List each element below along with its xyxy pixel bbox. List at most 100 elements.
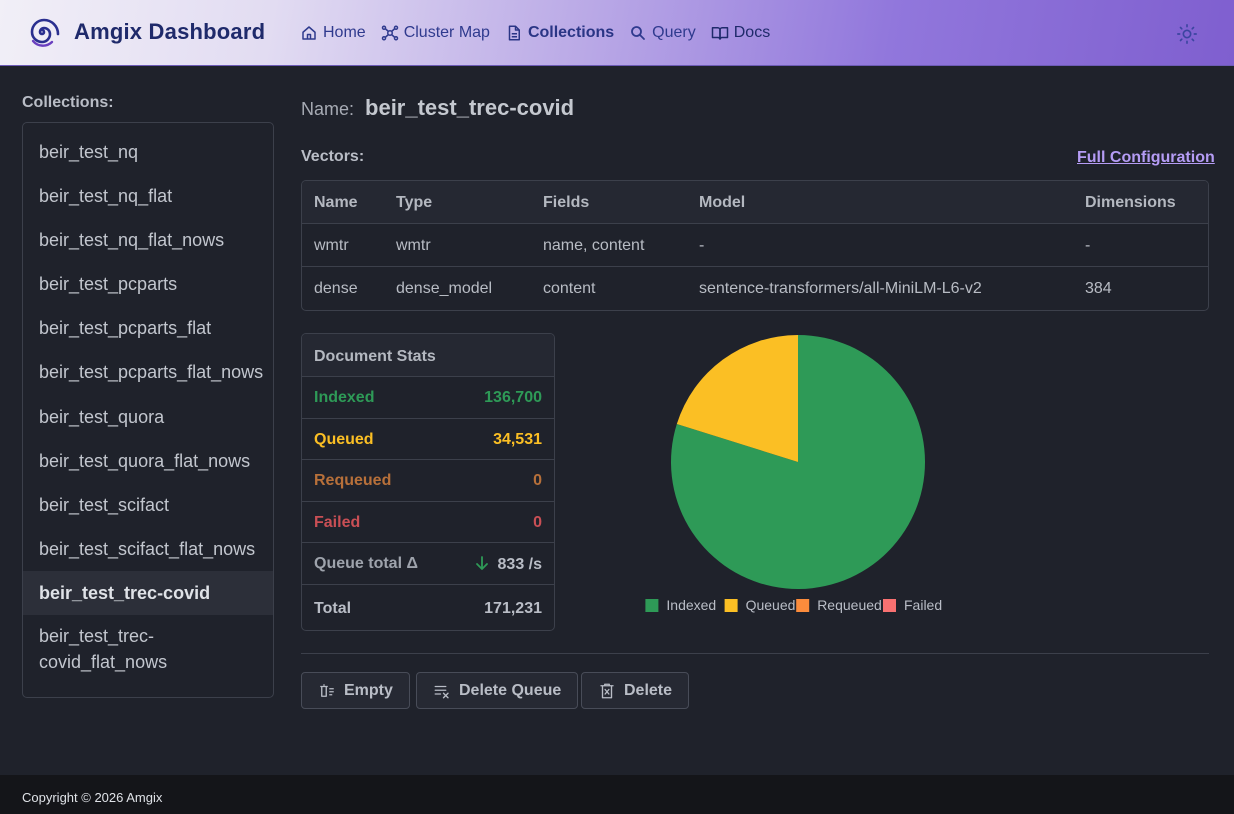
vectors-label: Vectors: [301,148,365,165]
spiral-logo-icon [30,18,60,47]
sidebar-item-beir-test-trec-covid-flat-nows[interactable]: beir_test_trec-covid_flat_nows [39,626,168,673]
table-header-row: Name Type Fields Model Dimensions [302,181,1208,224]
legend-item-indexed[interactable]: Indexed [645,597,716,613]
app-title: Amgix Dashboard [74,19,266,44]
collections-list: beir_test_nq beir_test_nq_flat beir_test… [22,122,274,698]
requeued-label: Requeued [314,472,392,489]
requeued-count: 0 [533,472,542,489]
nav-collections-label: Collections [527,24,615,41]
nav-cluster-map[interactable]: Cluster Map [381,24,490,42]
footer: Copyright © 2026 Amgix [0,775,1234,814]
sidebar-item-beir-test-quora[interactable]: beir_test_quora [39,406,165,427]
vector-dimensions-cell: 384 [1085,280,1112,297]
sidebar-item-beir-test-pcparts-flat-nows[interactable]: beir_test_pcparts_flat_nows [39,362,264,383]
legend-item-requeued[interactable]: Requeued [796,597,882,613]
table-row: wmtr wmtr name, content - - [302,224,1208,267]
vector-type-cell: dense_model [396,280,493,297]
delete-queue-button-label: Delete Queue [459,681,562,699]
vector-fields-cell: content [543,280,596,297]
search-icon [631,26,646,40]
stat-row-queue-delta: Queue total Δ 833 /s [302,543,554,585]
clear-list-icon [434,685,449,698]
legend-item-queued[interactable]: Queued [724,597,796,613]
full-configuration-link[interactable]: Full Configuration [1077,149,1215,166]
queue-delta-label: Queue total Δ [314,555,418,572]
nav-cluster-map-label: Cluster Map [403,24,490,41]
column-header-name: Name [314,194,358,211]
document-icon [508,25,520,41]
sidebar-item-beir-test-nq-flat[interactable]: beir_test_nq_flat [39,186,173,207]
sidebar-heading: Collections: [22,94,114,111]
delete-button[interactable]: Delete [581,672,690,709]
home-icon [302,26,316,40]
top-navbar: Amgix Dashboard Home Cluster Map Collect… [0,0,1234,66]
document-stats-title: Document Stats [314,348,436,365]
document-stats-header: Document Stats [302,334,554,377]
divider [301,653,1209,654]
vector-model-cell: - [699,237,705,254]
arrow-down-icon [475,556,488,570]
nav-collections[interactable]: Collections [505,24,614,42]
stat-row-indexed: Indexed 136,700 [302,377,554,419]
sidebar-item-beir-test-quora-flat-nows[interactable]: beir_test_quora_flat_nows [39,450,251,471]
collection-name-row: Name: beir_test_trec-covid [301,95,574,121]
vector-name-cell: dense [314,280,358,297]
stat-row-requeued: Requeued 0 [302,460,554,502]
vector-dimensions-cell: - [1085,237,1091,254]
column-header-dimensions: Dimensions [1085,194,1176,211]
empty-bin-icon [320,683,334,697]
document-stats-table: Document Stats Indexed 136,700 Queued 34… [301,333,555,631]
legend-label: Indexed [666,597,716,613]
nav-docs[interactable]: Docs [711,24,770,42]
collection-name-label: Name: [301,99,355,119]
sidebar-item-beir-test-nq-flat-nows[interactable]: beir_test_nq_flat_nows [39,230,225,251]
sidebar-item-beir-test-nq[interactable]: beir_test_nq [39,142,139,162]
vectors-table: Name Type Fields Model Dimensions wmtr w… [301,180,1209,311]
nav-home[interactable]: Home [300,24,366,42]
document-status-pie-chart: Indexed Queued Requeued Failed [645,335,942,613]
sidebar-item-beir-test-pcparts-flat[interactable]: beir_test_pcparts_flat [39,318,212,339]
legend-swatch [796,599,810,612]
empty-button-label: Empty [344,681,393,699]
sidebar-item-beir-test-pcparts[interactable]: beir_test_pcparts [39,274,178,295]
indexed-label: Indexed [314,389,375,406]
queue-delta-value: 833 /s [474,555,542,574]
indexed-count: 136,700 [484,389,542,406]
queued-count: 34,531 [493,430,542,448]
legend-swatch [883,599,896,612]
legend-item-failed[interactable]: Failed [883,597,942,613]
empty-button[interactable]: Empty [301,672,410,709]
vector-type-cell: wmtr [396,237,431,254]
column-header-fields: Fields [543,194,590,211]
copyright-text: Copyright © 2026 Amgix [22,790,163,805]
nav-query[interactable]: Query [629,24,696,42]
sidebar-item-beir-test-scifact-flat-nows[interactable]: beir_test_scifact_flat_nows [39,538,256,559]
total-count: 171,231 [484,599,542,617]
vector-fields-cell: name, content [543,237,645,254]
stat-row-queued: Queued 34,531 [302,419,554,460]
sidebar-item-beir-test-trec-covid[interactable]: beir_test_trec-covid [23,570,273,616]
delete-icon [600,683,614,698]
column-header-model: Model [699,194,746,211]
failed-count: 0 [533,513,542,531]
sidebar-item-beir-test-scifact[interactable]: beir_test_scifact [39,494,170,515]
nav-query-label: Query [652,24,696,41]
pie-slice-queued[interactable] [676,335,798,462]
brand[interactable]: Amgix Dashboard [24,14,265,50]
vector-name-cell: wmtr [314,237,349,254]
failed-label: Failed [314,513,361,531]
nav-home-label: Home [323,24,366,41]
column-header-type: Type [396,194,433,211]
sun-icon[interactable] [1176,23,1198,45]
vector-model-cell: sentence-transformers/all-MiniLM-L6-v2 [699,280,982,297]
queue-delta-rate: 833 /s [497,556,542,573]
delete-queue-button[interactable]: Delete Queue [416,672,579,709]
legend-swatch [645,599,659,612]
book-icon [711,27,728,40]
main-nav: Home Cluster Map Collections Query Docs [300,24,785,42]
legend-label: Queued [746,597,796,613]
collection-name: beir_test_trec-covid [365,95,575,120]
cluster-icon [381,25,398,41]
table-row: dense dense_model content sentence-trans… [302,267,1208,310]
legend-swatch [724,599,738,612]
